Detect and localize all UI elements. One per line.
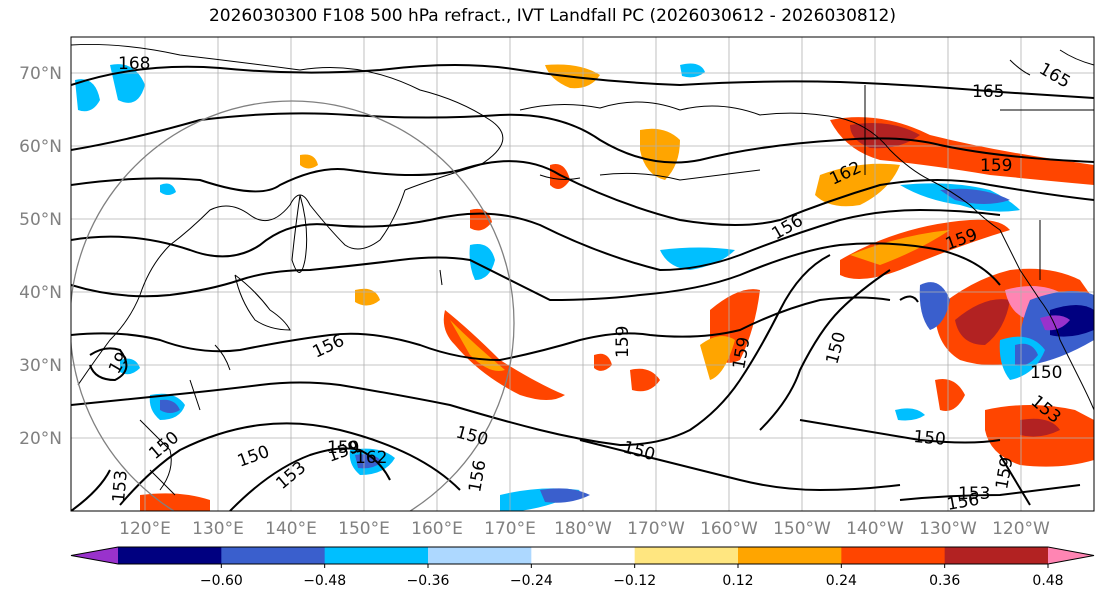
lon-label: 120°W	[992, 519, 1050, 539]
colorbar-tick-label: −0.60	[200, 573, 243, 589]
colorbar-tick-label: 0.36	[929, 573, 960, 589]
colorbar-tick-label: −0.12	[613, 573, 656, 589]
colorbar-segment	[738, 547, 842, 564]
lon-label: 120°E	[119, 519, 171, 539]
contour-label: 159	[980, 156, 1012, 176]
lat-label: 20°N	[19, 429, 62, 449]
colorbar-segment	[221, 547, 326, 564]
contour-label: 159	[613, 326, 633, 358]
colorbar-tick-label: 0.48	[1032, 573, 1063, 589]
colorbar-segment	[118, 547, 222, 564]
map-border	[70, 36, 1095, 512]
lat-label: 30°N	[19, 356, 62, 376]
lat-label: 60°N	[19, 137, 62, 157]
colorbar-tick-label: 0.24	[826, 573, 857, 589]
lon-label: 170°W	[627, 519, 685, 539]
lat-label: 40°N	[19, 283, 62, 303]
lon-label: 160°W	[700, 519, 758, 539]
longitude-labels: 120°E 130°E 140°E 150°E 160°E 170°E 180°…	[119, 519, 1050, 539]
colorbar-segment	[634, 547, 739, 564]
colorbar-tick-label: −0.48	[303, 573, 346, 589]
radius-circle	[71, 100, 515, 511]
contour-label: 165	[972, 82, 1004, 102]
lon-label: 160°E	[411, 519, 463, 539]
lon-label: 140°W	[846, 519, 904, 539]
lon-label: 140°E	[265, 519, 317, 539]
contour-label: 150	[913, 427, 947, 450]
graticule	[71, 37, 1094, 511]
contour-label: 153	[958, 484, 990, 504]
lon-label: 180°W	[554, 519, 612, 539]
lat-label: 70°N	[19, 64, 62, 84]
colorbar-tick-label: −0.24	[510, 573, 553, 589]
colorbar-segment	[324, 547, 429, 564]
colorbar-segment	[531, 547, 636, 564]
contour-label: 153	[109, 469, 132, 503]
lat-label: 50°N	[19, 210, 62, 230]
height-contours	[71, 64, 1094, 511]
colorbar-tick-label: −0.36	[407, 573, 450, 589]
colorbar: −0.60 −0.48 −0.36 −0.24 −0.12 0.12 0.24 0.36 0.4…	[70, 546, 1095, 589]
lon-label: 150°W	[773, 519, 831, 539]
latitude-labels: 70°N 60°N 50°N 40°N 30°N 20°N	[19, 64, 62, 449]
lon-label: 150°E	[338, 519, 390, 539]
shading-layer	[75, 63, 1094, 511]
colorbar-segment	[944, 547, 1049, 564]
contour-label: 159	[327, 438, 359, 458]
colorbar-tick-label: 0.12	[722, 573, 753, 589]
colorbar-extend-max	[1048, 547, 1094, 564]
lon-label: 130°W	[919, 519, 977, 539]
contour-label: 162	[355, 448, 387, 468]
colorbar-segment	[841, 547, 946, 564]
colorbar-segment	[428, 547, 532, 564]
lon-label: 170°E	[484, 519, 536, 539]
map-title: 2026030300 F108 500 hPa refract., IVT La…	[208, 6, 896, 26]
contour-label: 150	[1030, 363, 1062, 383]
colorbar-outline	[70, 546, 1095, 565]
lon-label: 130°E	[192, 519, 244, 539]
colorbar-extend-min	[71, 547, 118, 564]
contour-label: 168	[118, 54, 150, 74]
